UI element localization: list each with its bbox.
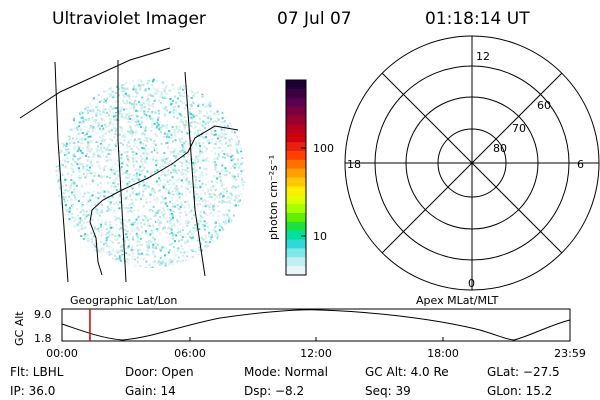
colorbar-band	[286, 221, 306, 232]
geographic-image-panel	[19, 47, 245, 283]
time-tick-1200: 12:00	[300, 347, 332, 360]
colorbar-band	[286, 80, 306, 90]
mode-status: Mode: Normal	[244, 365, 328, 379]
gc-altitude-status: GC Alt: 4.0 Re	[365, 365, 449, 379]
gc-alt-max-label: 9.0	[34, 308, 52, 321]
time-tick-0000: 00:00	[46, 347, 78, 360]
colorbar-band	[286, 168, 306, 178]
mlt-label-6: 6	[577, 158, 584, 171]
colorbar-band	[286, 124, 306, 134]
mlt-label-0: 0	[468, 277, 475, 290]
instrument-title: Ultraviolet Imager	[52, 9, 206, 29]
colorbar-band	[286, 97, 306, 108]
time-label: 01:18:14 UT	[425, 9, 530, 29]
colorbar-band	[286, 177, 306, 187]
gain-status: Gain: 14	[125, 384, 176, 398]
geographic-latlon-label: Geographic Lat/Lon	[70, 294, 177, 307]
geographic-grid-lines	[19, 47, 239, 283]
altitude-timeline: Geographic Lat/Lon Apex MLat/MLT GC Alt …	[13, 294, 586, 360]
colorbar-band	[286, 186, 306, 196]
colorbar-tick-100: 100	[313, 142, 334, 155]
geographic-longitude: GLon: 15.2	[487, 384, 552, 398]
colorbar-band	[286, 133, 306, 143]
colorbar-band	[286, 266, 306, 276]
magnetic-polar-plot	[344, 35, 600, 291]
time-tick-0600: 06:00	[174, 347, 206, 360]
colorbar-unit-label: photon cm⁻²s⁻¹	[267, 155, 280, 240]
colorbar-band	[286, 248, 306, 258]
mlt-label-18: 18	[347, 158, 361, 171]
apex-mlat-mlt-label: Apex MLat/MLT	[416, 294, 499, 307]
mlat-label-70: 70	[512, 122, 526, 135]
colorbar-tick-10: 10	[313, 230, 327, 243]
dsp-status: Dsp: −8.2	[244, 384, 304, 398]
intensity-colorbar: 100 10 photon cm⁻²s⁻¹	[267, 79, 334, 276]
colorbar-band	[286, 204, 306, 214]
date-label: 07 Jul 07	[277, 9, 352, 29]
gc-alt-axis-label: GC Alt	[13, 311, 26, 346]
gc-alt-min-label: 1.8	[34, 332, 52, 345]
colorbar-band	[286, 150, 306, 161]
colorbar-band	[286, 230, 306, 241]
colorbar-band	[286, 115, 306, 125]
colorbar-band	[286, 212, 306, 223]
instrument-status: Flt: LBHL Door: Open Mode: Normal GC Alt…	[10, 365, 560, 398]
mlt-label-12: 12	[476, 50, 490, 63]
colorbar-band	[286, 257, 306, 267]
time-tick-1800: 18:00	[427, 347, 459, 360]
colorbar-band	[286, 239, 306, 249]
colorbar-band	[286, 106, 306, 116]
timeline-frame	[61, 308, 571, 342]
colorbar-band	[286, 142, 306, 152]
geographic-latitude: GLat: −27.5	[487, 365, 560, 379]
colorbar-band	[286, 195, 306, 205]
colorbar-band	[286, 88, 306, 99]
uv-intensity-image	[55, 78, 245, 268]
filter-status: Flt: LBHL	[10, 365, 64, 379]
sequence-status: Seq: 39	[365, 384, 411, 398]
altitude-curve	[61, 309, 571, 341]
time-tick-2359: 23:59	[554, 347, 586, 360]
door-status: Door: Open	[125, 365, 194, 379]
ip-status: IP: 36.0	[10, 384, 55, 398]
colorbar-band	[286, 159, 306, 170]
mlat-label-80: 80	[493, 142, 507, 155]
mlat-label-60: 60	[537, 99, 551, 112]
